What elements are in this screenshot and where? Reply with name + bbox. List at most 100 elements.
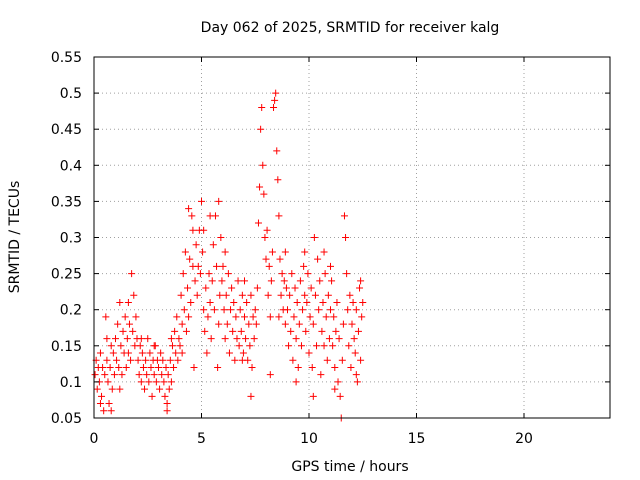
data-point — [313, 342, 321, 350]
data-point — [259, 161, 267, 169]
y-tick-label: 0.4 — [60, 158, 82, 174]
data-point — [190, 363, 198, 371]
data-point — [263, 226, 271, 234]
data-point — [266, 313, 274, 321]
data-point — [351, 349, 359, 357]
data-point — [119, 327, 127, 335]
data-point — [182, 327, 190, 335]
data-point — [301, 291, 309, 299]
data-point — [342, 234, 350, 241]
data-point — [284, 306, 291, 314]
data-point — [214, 363, 222, 371]
data-point — [287, 327, 295, 335]
data-point — [331, 363, 339, 371]
data-point — [293, 298, 301, 306]
data-point — [201, 327, 209, 335]
data-point — [345, 342, 353, 350]
data-point — [331, 385, 339, 393]
data-point — [306, 313, 314, 321]
data-point — [127, 356, 135, 364]
data-point — [166, 356, 174, 364]
data-point — [100, 407, 108, 415]
data-point — [155, 363, 162, 371]
data-point — [134, 356, 142, 364]
data-point — [261, 234, 269, 241]
data-point — [228, 284, 236, 292]
data-point — [332, 327, 340, 335]
data-point — [300, 262, 308, 270]
data-point — [328, 277, 336, 285]
data-point — [130, 291, 138, 299]
data-point — [150, 342, 158, 350]
data-point — [286, 291, 294, 299]
data-point — [281, 248, 289, 256]
data-point — [176, 342, 184, 350]
data-point — [276, 255, 284, 263]
data-point — [150, 371, 158, 379]
data-point — [138, 349, 146, 357]
data-point — [167, 335, 175, 343]
data-point — [198, 197, 205, 205]
data-point — [303, 298, 311, 306]
data-point — [245, 320, 253, 328]
data-point — [218, 277, 226, 285]
data-point — [199, 248, 207, 256]
data-point — [275, 212, 283, 220]
data-point — [237, 327, 245, 335]
x-tick-label: 0 — [90, 431, 99, 447]
data-point — [124, 298, 132, 306]
data-point — [222, 291, 230, 299]
data-point — [175, 335, 183, 343]
data-point — [107, 407, 115, 415]
data-point — [262, 255, 270, 263]
x-tick-label: 10 — [300, 431, 318, 447]
data-point — [292, 378, 300, 386]
data-point — [352, 306, 360, 314]
data-point — [321, 270, 329, 278]
data-point — [207, 335, 215, 343]
y-axis-label: SRMTID / TECUs — [7, 181, 23, 294]
x-axis-label: GPS time / hours — [291, 459, 408, 475]
data-point — [318, 327, 326, 335]
data-point — [251, 306, 259, 314]
data-point — [327, 306, 334, 314]
data-point — [242, 335, 250, 343]
data-point — [129, 327, 137, 335]
data-point — [309, 320, 317, 328]
y-tick-label: 0.3 — [60, 231, 82, 247]
data-point — [309, 392, 317, 400]
data-point — [213, 262, 221, 270]
data-point — [177, 291, 185, 299]
data-point — [113, 356, 121, 364]
data-point — [156, 385, 164, 393]
data-point — [320, 342, 328, 350]
data-point — [265, 262, 273, 270]
data-point — [275, 313, 283, 321]
data-point — [264, 291, 272, 299]
data-point — [266, 371, 274, 379]
data-point — [346, 291, 354, 299]
data-point — [206, 298, 214, 306]
data-point — [186, 255, 194, 263]
data-point — [295, 320, 303, 328]
data-point — [191, 277, 199, 285]
data-point — [104, 378, 112, 386]
data-point — [247, 392, 255, 400]
data-point — [135, 371, 143, 379]
data-point — [124, 349, 132, 357]
data-point — [158, 371, 166, 379]
data-point — [185, 205, 193, 213]
data-point — [112, 335, 119, 343]
data-point — [96, 400, 104, 408]
data-point — [241, 277, 248, 285]
data-point — [324, 291, 332, 299]
data-point — [340, 212, 348, 220]
data-point — [297, 342, 305, 350]
data-point — [319, 298, 327, 306]
data-point — [180, 306, 188, 314]
data-point — [162, 363, 170, 371]
data-point — [344, 306, 352, 314]
data-point — [192, 241, 200, 249]
data-point — [107, 342, 115, 350]
data-point — [215, 197, 223, 205]
